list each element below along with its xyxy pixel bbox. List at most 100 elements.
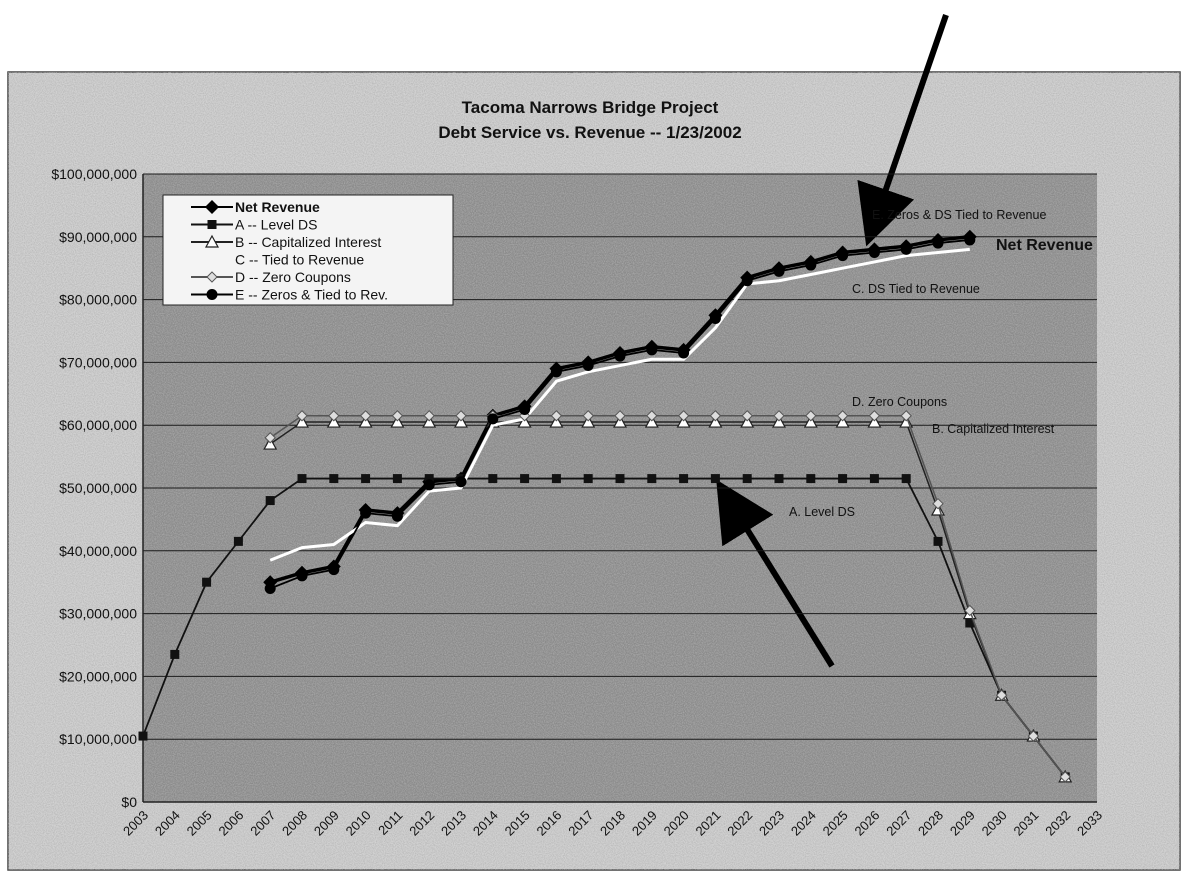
data-point (519, 404, 531, 415)
data-point (1027, 730, 1040, 742)
data-point (995, 689, 1008, 701)
data-point (423, 410, 435, 422)
data-point (297, 474, 307, 484)
data-point (422, 414, 437, 428)
y-tick-label: $80,000,000 (59, 292, 137, 308)
y-tick-label: $20,000,000 (59, 668, 137, 684)
data-point (900, 243, 912, 255)
data-point (836, 410, 849, 422)
data-point (359, 410, 372, 422)
legend-label: E -- Zeros & Tied to Rev. (235, 287, 388, 303)
data-point (582, 410, 594, 422)
data-point (328, 564, 340, 576)
legend-marker (204, 234, 220, 248)
data-point (296, 410, 308, 422)
series-line (142, 477, 1066, 778)
data-point (453, 414, 469, 428)
series (269, 247, 970, 562)
data-point (329, 474, 339, 484)
legend-marker (207, 220, 217, 229)
data-point (551, 474, 561, 484)
data-point (455, 476, 467, 488)
chart-subtitle: Debt Service vs. Revenue -- 1/23/2002 (438, 123, 741, 142)
legend-label: A -- Level DS (235, 217, 317, 233)
data-point (932, 237, 944, 249)
data-point (614, 350, 626, 362)
legend-marker (205, 200, 219, 214)
data-point (583, 474, 593, 484)
data-point (391, 410, 404, 422)
data-point (360, 507, 372, 519)
annotation: C. DS Tied to Revenue (852, 282, 980, 296)
data-point (612, 414, 628, 428)
data-point (741, 410, 753, 422)
series-line (269, 247, 970, 562)
data-point (202, 577, 212, 587)
legend-label: B -- Capitalized Interest (235, 234, 381, 250)
arrow (716, 479, 835, 668)
legend-label: Net Revenue (235, 199, 320, 215)
data-point (740, 414, 755, 428)
data-point (805, 410, 817, 422)
data-point (423, 479, 435, 491)
data-point (676, 414, 691, 428)
data-point (424, 474, 434, 484)
data-point (615, 474, 625, 484)
data-point (964, 234, 976, 246)
data-point (328, 410, 340, 422)
data-point (677, 410, 690, 422)
data-point (138, 731, 148, 741)
data-point (390, 414, 405, 428)
legend-marker (206, 289, 218, 300)
data-point (582, 360, 594, 372)
data-point (614, 410, 626, 422)
y-tick-label: $30,000,000 (59, 606, 137, 622)
data-point (1059, 771, 1071, 783)
data-point (867, 414, 882, 428)
data-point (709, 312, 721, 324)
data-point (741, 275, 753, 287)
y-tick-label: $100,000,000 (51, 166, 137, 182)
data-point (932, 497, 944, 510)
y-tick-label: $50,000,000 (59, 480, 137, 496)
data-point (646, 344, 658, 356)
data-point (771, 414, 787, 428)
data-point (264, 582, 276, 594)
annotation: E. Zeros & DS Tied to Revenue (872, 208, 1046, 222)
data-point (392, 474, 402, 484)
data-point (742, 474, 752, 484)
data-point (838, 474, 848, 484)
data-point (455, 410, 467, 422)
data-point (294, 414, 310, 428)
data-point (646, 410, 658, 422)
data-point (550, 410, 563, 422)
legend-marker (206, 271, 218, 283)
data-point (773, 410, 785, 422)
data-point (805, 259, 817, 271)
data-point (868, 410, 881, 422)
annotation: A. Level DS (789, 505, 855, 519)
data-point (774, 474, 784, 484)
data-point (358, 414, 373, 428)
data-point (709, 410, 722, 422)
data-point (965, 618, 975, 628)
data-point (581, 414, 596, 428)
data-point (233, 536, 243, 546)
legend-label: C -- Tied to Revenue (235, 252, 364, 268)
y-tick-label: $60,000,000 (59, 417, 137, 433)
series (264, 234, 976, 594)
data-point (773, 265, 785, 277)
data-point (326, 414, 341, 428)
series-line (269, 421, 1066, 778)
data-point (520, 474, 530, 484)
y-tick-label: $90,000,000 (59, 229, 137, 245)
data-point (647, 474, 657, 484)
y-tick-label: $70,000,000 (59, 354, 137, 370)
data-point (868, 247, 880, 258)
arrow (857, 14, 949, 247)
series (264, 410, 1071, 783)
data-point (678, 347, 690, 359)
data-point (296, 570, 308, 582)
data-point (550, 366, 562, 378)
